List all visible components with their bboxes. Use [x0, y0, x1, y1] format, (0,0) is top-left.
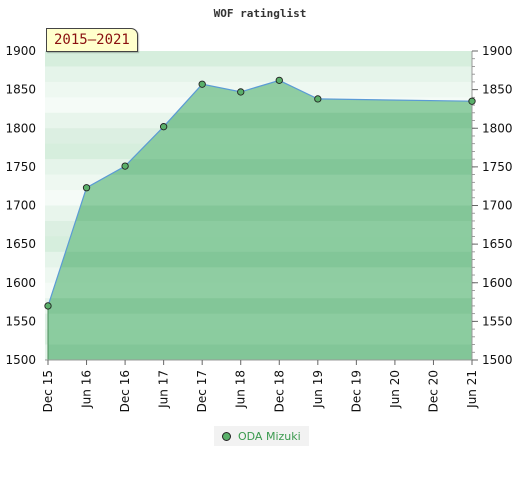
x-tick-label: Dec 15: [41, 370, 55, 412]
x-tick-label: Jun 20: [388, 370, 402, 409]
x-tick-label: Jun 19: [311, 370, 325, 409]
area-stripe: [48, 251, 472, 268]
y-tick-label-left: 1850: [5, 83, 36, 97]
y-tick-label-right: 1750: [482, 160, 513, 174]
legend[interactable]: ODA Mizuki: [214, 426, 309, 446]
x-tick-label: Jun 16: [80, 370, 94, 409]
data-point[interactable]: [198, 80, 206, 88]
x-tick-label: Jun 21: [465, 370, 479, 409]
y-tick-label-left: 1600: [5, 276, 36, 290]
y-tick-label-right: 1900: [482, 44, 513, 58]
data-point[interactable]: [44, 302, 52, 310]
background-band: [45, 66, 472, 83]
x-tick-label: Dec 19: [349, 370, 363, 412]
y-tick-label-left: 1550: [5, 314, 36, 328]
data-point[interactable]: [314, 95, 322, 103]
data-point[interactable]: [159, 123, 168, 131]
area-stripe: [48, 159, 472, 175]
area-stripe: [48, 205, 472, 221]
data-point[interactable]: [237, 88, 245, 96]
area-stripe: [48, 344, 472, 360]
points-layer: [44, 76, 476, 310]
y-tick-label-left: 1650: [5, 237, 36, 251]
y-tick-label-right: 1850: [482, 83, 513, 97]
legend-series-name: ODA Mizuki: [238, 429, 301, 443]
y-tick-label-right: 1500: [482, 353, 513, 367]
y-tick-label-right: 1650: [482, 237, 513, 251]
y-tick-label-left: 1500: [5, 353, 36, 367]
y-tick-label-left: 1900: [5, 44, 36, 58]
x-tick-label: Dec 17: [195, 370, 209, 412]
date-range-label: 2015–2021: [46, 28, 138, 52]
x-tick-label: Dec 16: [118, 370, 132, 412]
series-area: [48, 80, 472, 361]
y-tick-label-right: 1600: [482, 276, 513, 290]
y-tick-label-left: 1700: [5, 199, 36, 213]
data-point[interactable]: [121, 162, 129, 170]
area-stripe: [48, 298, 472, 314]
chart-title: WOF ratinglist: [214, 7, 307, 20]
data-point[interactable]: [468, 97, 476, 105]
x-tick-label: Dec 20: [426, 370, 440, 412]
legend-marker-icon: [222, 431, 231, 441]
y-tick-label-right: 1550: [482, 314, 513, 328]
data-point[interactable]: [82, 184, 91, 192]
x-tick-label: Dec 18: [272, 370, 286, 412]
y-tick-label-right: 1800: [482, 121, 513, 135]
x-tick-label: Jun 17: [157, 370, 171, 409]
axes: 1500 1500 1550 1550 1600 1600 1650 1650 1700 1700…: [5, 44, 512, 412]
background-band: [45, 51, 472, 67]
x-tick-label: Jun 18: [234, 370, 248, 409]
data-point[interactable]: [275, 76, 283, 85]
y-tick-label-left: 1750: [5, 160, 36, 174]
area-layer: [47, 79, 473, 361]
y-tick-label-left: 1800: [5, 121, 36, 135]
y-tick-label-right: 1700: [482, 199, 513, 213]
